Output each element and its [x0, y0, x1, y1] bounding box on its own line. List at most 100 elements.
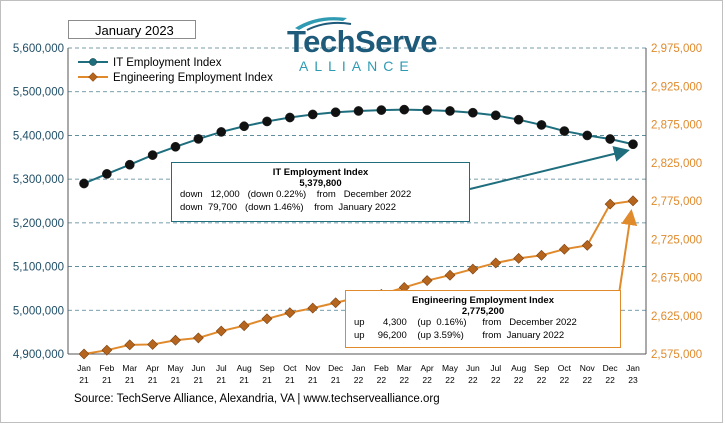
right-tick-label: 2,575,000 [651, 349, 702, 361]
it-data-point [124, 159, 135, 170]
right-tick-label: 2,775,000 [651, 196, 702, 208]
eng-data-point [101, 344, 113, 356]
left-tick-label: 5,200,000 [13, 218, 64, 230]
it-data-point [605, 134, 615, 144]
it-data-point [422, 105, 432, 115]
it-data-point [79, 178, 89, 189]
eng-annotation-value: 2,775,200 [461, 306, 505, 317]
eng-data-point [170, 334, 181, 346]
x-tick-label-year: 21 [79, 375, 89, 385]
eng-data-point [330, 297, 342, 309]
x-tick-label-year: 22 [605, 375, 615, 385]
logo-swoosh-icon [295, 17, 352, 31]
eng-data-point [124, 339, 136, 351]
x-tick-label-year: 22 [377, 375, 387, 385]
eng-annotation-monthly: up 4,300 (up 0.16%) from December 2022 [354, 317, 577, 328]
it-data-point [628, 139, 638, 150]
x-tick-label-month: Jun [466, 363, 480, 373]
it-data-point [285, 112, 295, 123]
eng-annotation-box: Engineering Employment Index 2,775,200 u… [345, 290, 621, 348]
it-annotation-arrow [469, 146, 630, 190]
eng-annotation-yearly: up 96,200 (up 3.59%) from January 2022 [354, 329, 565, 341]
x-tick-label-month: Nov [580, 363, 596, 373]
x-tick-label-month: Nov [305, 363, 321, 373]
x-tick-label-year: 21 [171, 375, 181, 385]
legend: IT Employment Index Engineering Employmen… [78, 57, 273, 84]
source-note: Source: TechServe Alliance, Alexandria, … [74, 393, 440, 405]
x-tick-label-year: 21 [308, 375, 318, 385]
x-tick-label-year: 23 [628, 375, 638, 385]
x-tick-label-year: 22 [537, 375, 547, 385]
x-tick-label-month: Jun [192, 363, 206, 373]
series [78, 104, 639, 360]
left-tick-label: 4,900,000 [13, 349, 64, 361]
x-tick-label-year: 22 [491, 375, 501, 385]
it-data-point [307, 109, 318, 120]
x-tick-label-month: Feb [100, 363, 115, 373]
x-tick-label-month: Sep [534, 363, 549, 373]
legend-it-marker [89, 58, 97, 66]
it-data-point [147, 150, 158, 160]
x-tick-label-year: 22 [400, 375, 410, 385]
it-data-point [376, 105, 387, 115]
eng-data-point [558, 243, 570, 255]
it-data-point [330, 107, 341, 118]
it-data-point [216, 127, 227, 137]
x-tick-label-month: Jan [626, 363, 640, 373]
it-data-point [513, 114, 524, 125]
x-tick-label-year: 21 [285, 375, 295, 385]
it-data-point [399, 104, 410, 115]
x-tick-label-year: 22 [560, 375, 570, 385]
legend-eng-label: Engineering Employment Index [113, 72, 273, 84]
x-tick-label-year: 22 [354, 375, 364, 385]
left-tick-label: 5,400,000 [13, 130, 64, 142]
x-tick-label-year: 21 [239, 375, 249, 385]
x-tick-label-month: Feb [374, 363, 389, 373]
left-tick-label: 5,100,000 [13, 262, 64, 274]
date-label: January 2023 [68, 20, 196, 39]
eng-data-point [513, 252, 525, 264]
eng-data-point [421, 275, 433, 286]
eng-data-point [78, 348, 90, 360]
it-data-point [559, 126, 570, 136]
x-tick-label-month: Apr [421, 363, 434, 373]
it-data-point [353, 106, 364, 116]
logo-subtitle: ALLIANCE [299, 58, 415, 74]
annotation-arrows [469, 146, 638, 295]
it-data-point [102, 169, 112, 179]
it-data-point [445, 106, 455, 116]
x-tick-label-year: 21 [217, 375, 227, 385]
legend-it-label: IT Employment Index [113, 57, 222, 69]
right-tick-label: 2,975,000 [651, 43, 702, 55]
x-tick-label-month: Aug [511, 363, 526, 373]
x-tick-label-month: Sep [259, 363, 274, 373]
it-data-point [239, 121, 249, 132]
eng-data-point [238, 320, 250, 332]
x-tick-label-month: Dec [603, 363, 619, 373]
it-data-point [193, 134, 204, 144]
it-annotation-box: IT Employment Index 5,379,800 down 12,00… [171, 162, 470, 222]
eng-data-point [467, 263, 479, 275]
x-tick-label-year: 22 [445, 375, 455, 385]
x-tick-label-month: Mar [397, 363, 412, 373]
eng-data-point [307, 302, 319, 314]
right-tick-label: 2,825,000 [651, 158, 702, 170]
eng-data-point [192, 332, 204, 344]
right-tick-label: 2,675,000 [651, 273, 702, 285]
it-data-point [536, 120, 547, 130]
x-tick-label-year: 21 [102, 375, 112, 385]
left-tick-label: 5,000,000 [13, 305, 64, 317]
left-tick-label: 5,600,000 [13, 43, 64, 55]
x-tick-label-year: 21 [194, 375, 204, 385]
right-tick-label: 2,625,000 [651, 311, 702, 323]
x-tick-label-month: Jul [216, 363, 227, 373]
eng-data-point [627, 195, 639, 207]
eng-data-point [490, 257, 502, 269]
x-tick-label-month: Jan [352, 363, 366, 373]
it-data-point [490, 110, 501, 121]
logo-name: TechServe [287, 24, 438, 59]
x-tick-label-month: Dec [328, 363, 344, 373]
eng-data-point [581, 239, 593, 251]
eng-data-point [147, 339, 159, 350]
